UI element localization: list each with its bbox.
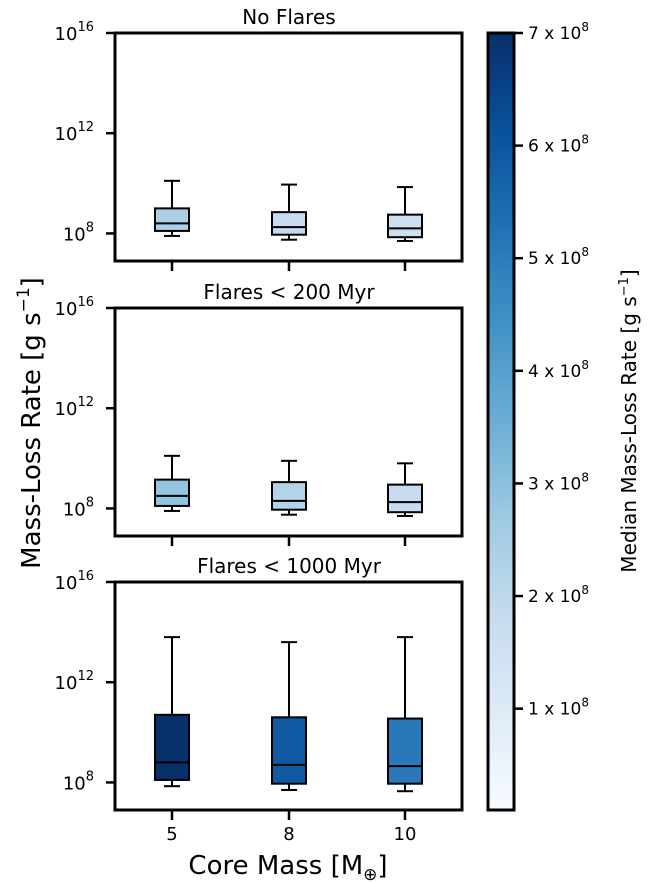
y-axis-ticks: 108 1012 1016 [55,295,115,520]
box-plot-group [154,179,423,242]
y-tick-label: 1016 [55,20,94,45]
colorbar-gradient [486,31,516,812]
colorbar-tick-label: 4 x 108 [528,358,589,382]
y-tick-label: 108 [63,495,94,520]
colorbar-tick-label: 6 x 108 [528,133,589,157]
y-axis-ticks: 108 1012 1016 [55,20,115,245]
x-tick-label: 5 [166,824,177,845]
y-tick-label: 1016 [55,295,94,320]
box-8 [271,459,307,516]
panel-title: Flares < 200 Myr [203,280,375,304]
x-axis-label: Core Mass [M⊕] [188,851,387,882]
x-tick-label: 8 [283,824,294,845]
box-plot-group [154,454,423,517]
colorbar-label: Median Mass-Loss Rate [g s−1] [617,269,641,572]
box-10 [387,186,423,242]
box-iqr [271,481,307,511]
colorbar-tick-label: 5 x 108 [528,245,589,269]
box-iqr [154,207,190,232]
box-5 [154,454,190,512]
box-10 [387,636,423,793]
panel-title: No Flares [242,5,335,29]
box-plot-group [154,636,423,793]
panel-title: Flares < 1000 Myr [197,554,382,578]
y-tick-label: 108 [63,220,94,245]
y-tick-label: 1012 [55,120,94,145]
box-10 [387,462,423,517]
box-iqr [271,716,307,785]
box-8 [271,183,307,241]
colorbar: 1 x 108 2 x 108 3 x 108 4 x 108 5 x 108 6 x 1… [486,20,641,812]
y-axis-label: Mass-Loss Rate [g s−1] [14,277,47,569]
x-axis-ticks [170,261,407,271]
y-tick-label: 108 [63,769,94,794]
y-tick-label: 1016 [55,569,94,594]
colorbar-tick-label: 1 x 108 [528,696,589,720]
x-axis-ticks [170,536,407,546]
colorbar-ticks: 1 x 108 2 x 108 3 x 108 4 x 108 5 x 108 6 x 1… [514,20,589,720]
box-iqr [271,211,307,236]
box-5 [154,179,190,237]
panel-flares-200: Flares < 200 Myr 108 1012 1016 [55,280,464,546]
colorbar-tick-label: 3 x 108 [528,470,589,494]
y-tick-label: 1012 [55,395,94,420]
x-tick-label: 10 [394,824,417,845]
box-iqr [154,713,190,781]
box-5 [154,636,190,788]
y-axis-ticks: 108 1012 1016 [55,569,115,794]
y-tick-label: 1012 [55,669,94,694]
box-iqr [387,213,423,239]
box-8 [271,641,307,791]
box-iqr [387,717,423,785]
panel-no-flares: No Flares 108 1012 1016 [55,5,464,271]
x-axis-ticks: 5 8 10 [166,810,416,845]
box-iqr [387,483,423,514]
panel-flares-1000: Flares < 1000 Myr 108 1012 1016 5 8 10 [55,554,464,845]
colorbar-tick-label: 2 x 108 [528,583,589,607]
box-iqr [154,478,190,507]
colorbar-tick-label: 7 x 108 [528,20,589,44]
